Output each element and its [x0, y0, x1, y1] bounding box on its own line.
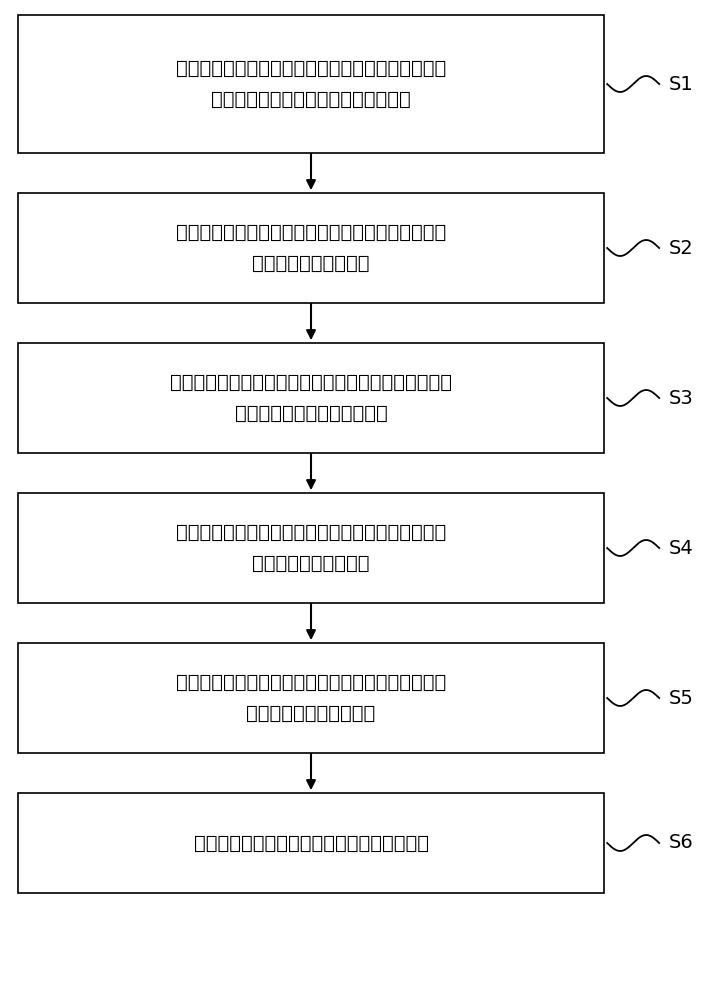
Text: 在实际作业环境中，对损伤的海洋平台进行振动测试，
得到损伤海洋平台的振型矩阵: 在实际作业环境中，对损伤的海洋平台进行振动测试， 得到损伤海洋平台的振型矩阵 [170, 373, 452, 423]
Text: 对完好海洋平台的振型矩阵进行主成分分析，得到完
好海洋平台的振型残差: 对完好海洋平台的振型矩阵进行主成分分析，得到完 好海洋平台的振型残差 [176, 223, 446, 273]
Bar [18, 343, 604, 453]
Bar [18, 493, 604, 603]
Bar [18, 193, 604, 303]
Text: 根据损伤定位指标，判断海洋平台的损伤位置: 根据损伤定位指标，判断海洋平台的损伤位置 [194, 834, 428, 852]
Bar [18, 793, 604, 893]
Text: S6: S6 [669, 834, 694, 852]
Text: S3: S3 [669, 388, 694, 408]
Text: S1: S1 [669, 75, 694, 94]
Text: S2: S2 [669, 238, 694, 257]
Text: S5: S5 [669, 688, 694, 708]
Bar [18, 15, 604, 153]
Text: S4: S4 [669, 538, 694, 558]
Text: 对损伤海洋平台的振型矩阵进行主成分分析，得到损
伤海洋平台的振型残差: 对损伤海洋平台的振型矩阵进行主成分分析，得到损 伤海洋平台的振型残差 [176, 523, 446, 573]
Bar [18, 643, 604, 753]
Text: 根据完好海洋平台的振型残差和损伤海洋平台的振型
残差，构建损伤定位指标: 根据完好海洋平台的振型残差和损伤海洋平台的振型 残差，构建损伤定位指标 [176, 673, 446, 723]
Text: 在实际作业环境中，对未损伤的完好海洋平台进行振
动测试，得到完好海洋平台的振型矩阵: 在实际作业环境中，对未损伤的完好海洋平台进行振 动测试，得到完好海洋平台的振型矩… [176, 59, 446, 109]
